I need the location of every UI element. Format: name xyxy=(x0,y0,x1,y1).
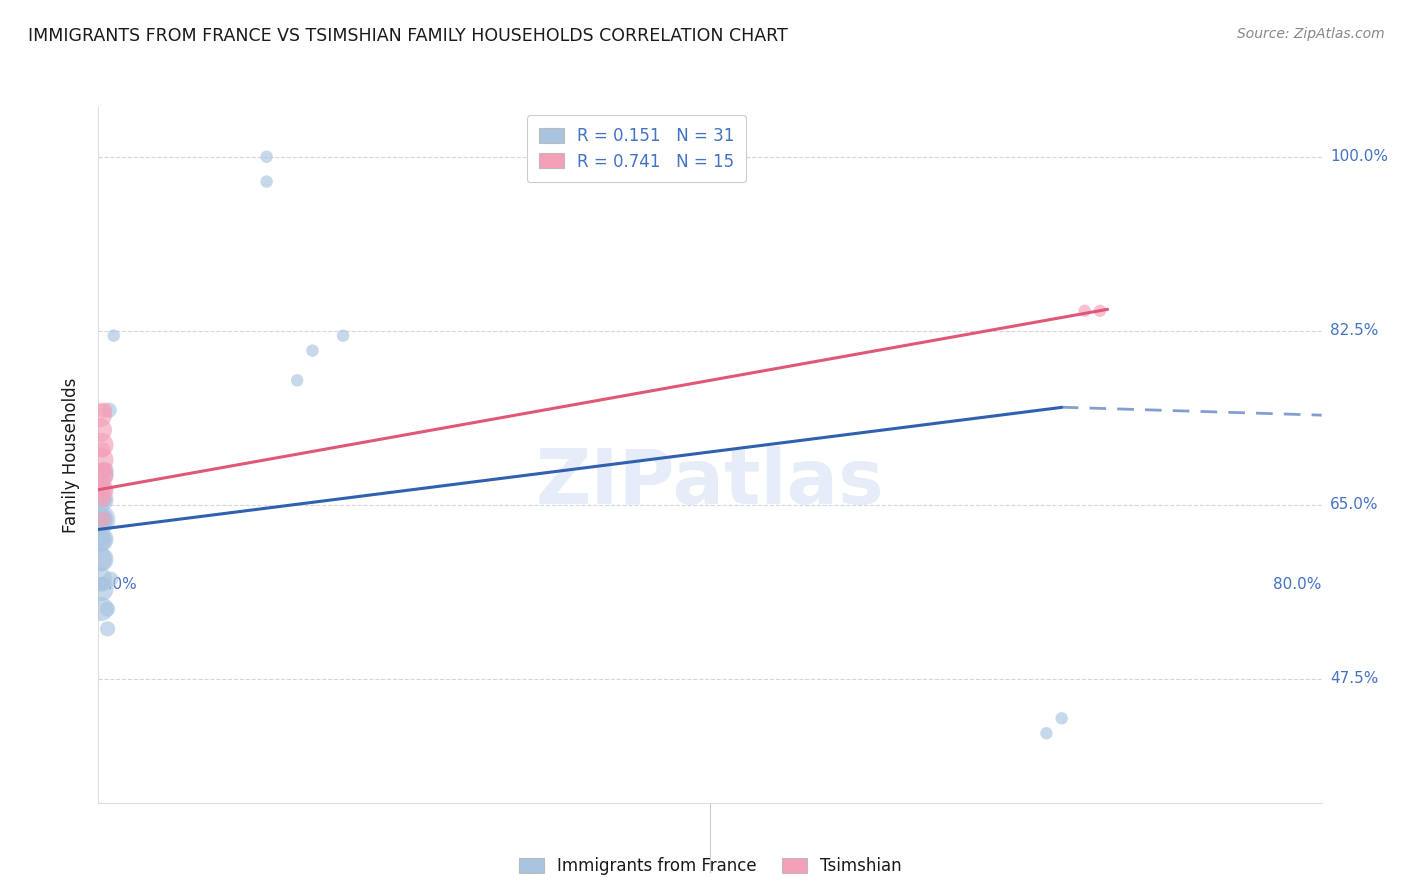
Point xyxy=(1073,303,1095,318)
Point xyxy=(97,622,120,636)
Text: Source: ZipAtlas.com: Source: ZipAtlas.com xyxy=(1237,27,1385,41)
Point xyxy=(90,453,112,467)
Point xyxy=(98,403,121,417)
Point xyxy=(90,492,112,507)
Point xyxy=(89,552,111,566)
Point xyxy=(89,512,111,526)
Text: 0.0%: 0.0% xyxy=(98,577,138,591)
Text: IMMIGRANTS FROM FRANCE VS TSIMSHIAN FAMILY HOUSEHOLDS CORRELATION CHART: IMMIGRANTS FROM FRANCE VS TSIMSHIAN FAMI… xyxy=(28,27,787,45)
Point xyxy=(93,403,115,417)
Point xyxy=(89,572,111,586)
Text: 100.0%: 100.0% xyxy=(1330,149,1388,164)
Legend: Immigrants from France, Tsimshian: Immigrants from France, Tsimshian xyxy=(509,847,911,885)
Point xyxy=(90,582,112,596)
Point xyxy=(91,533,114,547)
Point xyxy=(90,512,112,526)
Point xyxy=(1088,303,1111,318)
Point xyxy=(93,492,115,507)
Y-axis label: Family Households: Family Households xyxy=(62,377,80,533)
Point xyxy=(91,492,114,507)
Text: 47.5%: 47.5% xyxy=(1330,671,1378,686)
Point xyxy=(90,483,112,497)
Text: 65.0%: 65.0% xyxy=(1330,497,1378,512)
Point xyxy=(93,483,115,497)
Point xyxy=(89,533,111,547)
Point xyxy=(90,552,112,566)
Text: ZIPatlas: ZIPatlas xyxy=(536,446,884,520)
Point xyxy=(90,467,112,482)
Point xyxy=(89,512,111,526)
Point xyxy=(90,438,112,452)
Point xyxy=(93,463,115,477)
Point xyxy=(89,408,111,422)
Point xyxy=(91,473,114,487)
Point xyxy=(91,492,114,507)
Point xyxy=(91,442,114,457)
Point xyxy=(301,343,323,358)
Point xyxy=(285,373,308,387)
Point xyxy=(91,577,114,591)
Point xyxy=(91,512,114,526)
Point xyxy=(332,328,354,343)
Point xyxy=(103,328,125,343)
Point xyxy=(90,602,112,616)
Point xyxy=(93,512,115,526)
Text: 80.0%: 80.0% xyxy=(1274,577,1322,591)
Point xyxy=(90,533,112,547)
Point xyxy=(256,150,278,164)
Point xyxy=(90,467,112,482)
Point xyxy=(100,572,122,586)
Point xyxy=(91,512,114,526)
Point xyxy=(256,175,278,189)
Point xyxy=(89,423,111,437)
Text: 82.5%: 82.5% xyxy=(1330,323,1378,338)
Point xyxy=(94,463,117,477)
Point xyxy=(91,463,114,477)
Point xyxy=(1050,711,1073,725)
Point xyxy=(97,602,120,616)
Point xyxy=(1035,726,1057,740)
